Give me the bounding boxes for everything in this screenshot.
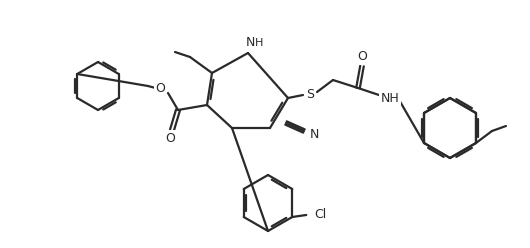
Text: S: S <box>306 89 314 101</box>
Text: N: N <box>310 127 319 141</box>
Text: O: O <box>155 82 165 94</box>
Text: O: O <box>357 51 367 63</box>
Text: Cl: Cl <box>314 209 326 221</box>
Text: O: O <box>165 131 175 145</box>
Text: NH: NH <box>381 93 400 105</box>
Text: N: N <box>245 36 255 50</box>
Text: H: H <box>255 38 263 48</box>
